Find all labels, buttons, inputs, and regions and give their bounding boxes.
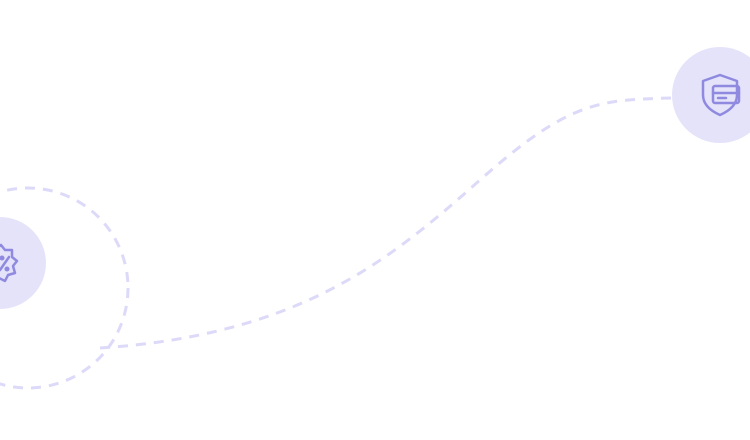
shield-node bbox=[672, 47, 750, 143]
badge-node bbox=[0, 217, 46, 309]
node-circle bbox=[672, 47, 750, 143]
dashed-ring bbox=[0, 186, 130, 390]
shield-icon bbox=[701, 73, 741, 117]
badge-icon bbox=[0, 243, 19, 283]
dashed-path bbox=[99, 96, 673, 350]
node-circle bbox=[0, 217, 46, 309]
